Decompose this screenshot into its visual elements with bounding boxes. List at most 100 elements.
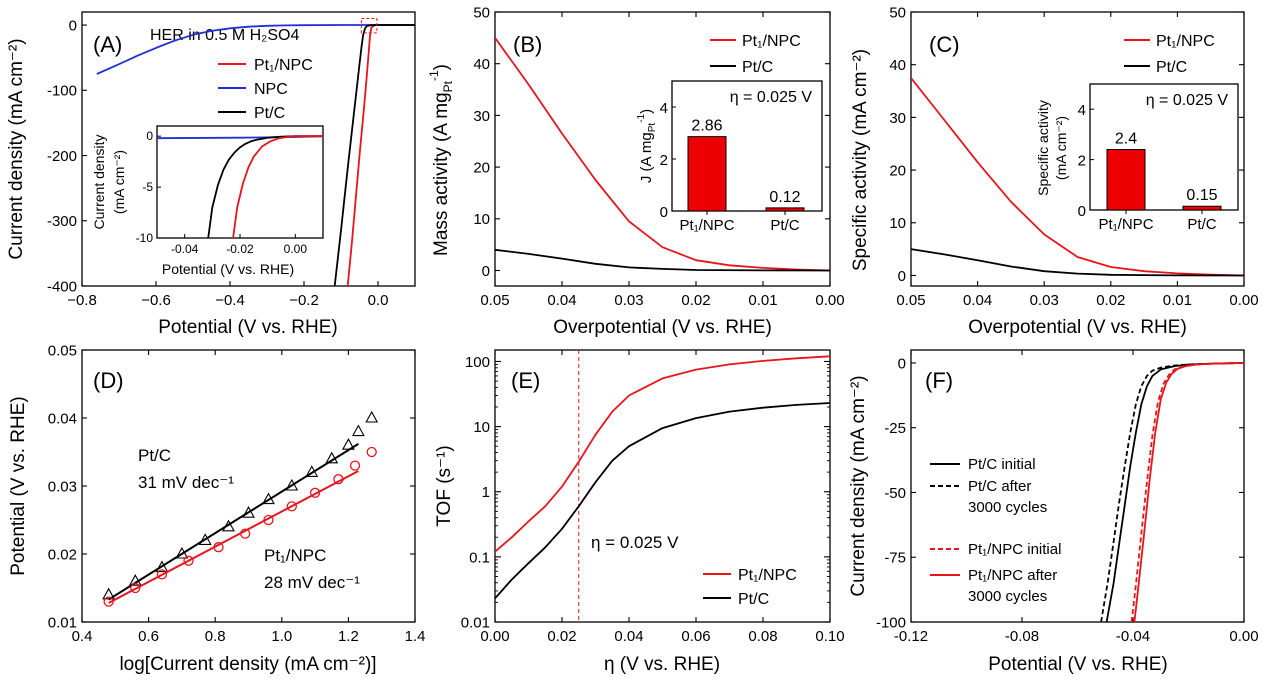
y-tick-label: 0 <box>1078 203 1086 220</box>
annotation-text: 28 mV dec⁻¹ <box>264 573 360 592</box>
x-tick-label: 0.00 <box>284 242 308 256</box>
data-point <box>183 555 194 566</box>
inset-bar <box>1182 205 1222 211</box>
y-tick-label: 0 <box>898 268 906 285</box>
y-tick-label: 30 <box>889 110 906 127</box>
legend-label: 3000 cycles <box>968 499 1047 516</box>
x-tick-label: 0.10 <box>815 628 844 645</box>
data-point <box>175 546 189 559</box>
x-tick-label: 0.00 <box>1229 628 1258 645</box>
y-axis-label: Specific activity (mA cm⁻²) <box>850 49 871 271</box>
y-tick-label: 0 <box>482 263 490 280</box>
series-line-Pt/C <box>333 24 415 286</box>
inset-y-axis-label: Current density <box>91 135 107 230</box>
panel-label: (A) <box>93 32 122 57</box>
legend-label: Pt₁/NPC <box>738 567 797 584</box>
x-tick-label: 0.01 <box>748 292 777 309</box>
inset-bar-value: 2.86 <box>691 118 722 135</box>
data-point <box>333 474 344 485</box>
inset-background <box>157 126 323 238</box>
inset-y-axis-label: J (A mgPt-1) <box>636 109 658 183</box>
y-axis-label: Potential (V vs. RHE) <box>8 396 29 576</box>
data-point <box>365 410 379 423</box>
inset-x-tick-label: Pt₁/NPC <box>1098 216 1153 233</box>
y-tick-label: 10 <box>473 419 490 436</box>
panel-label: (B) <box>513 32 542 57</box>
series-line-Pt/C after 3000 cycles <box>1100 362 1244 622</box>
y-axis-label: Current density (mA cm⁻²) <box>6 38 27 259</box>
fit-line <box>108 442 359 601</box>
legend-label: Pt₁/NPC <box>742 33 801 50</box>
inset-x-axis-label: Potential (V vs. RHE) <box>162 261 294 277</box>
y-tick-label: -100 <box>876 614 906 631</box>
inset-y-axis-label-unit: (mA cm⁻²) <box>111 150 127 214</box>
panel-label: (C) <box>929 32 960 57</box>
x-tick-label: 0.04 <box>963 292 992 309</box>
x-axis-label: Overpotential (V vs. RHE) <box>553 317 772 338</box>
series-line-NPC <box>96 24 415 75</box>
inset-annotation: η = 0.025 V <box>1146 92 1229 109</box>
x-tick-label: 0.6 <box>138 628 159 645</box>
y-tick-label: -10 <box>136 231 154 245</box>
y-tick-label: 50 <box>889 4 906 21</box>
inset-bar <box>1106 149 1146 211</box>
y-tick-label: 10 <box>473 211 490 228</box>
panel-e-frame <box>494 349 831 623</box>
panel-c-frame <box>910 11 1245 287</box>
x-tick-label: 0.4 <box>72 628 93 645</box>
inset-y-label-close: ) <box>638 109 655 114</box>
x-tick-label: 0.03 <box>614 292 643 309</box>
inset-bar <box>765 207 805 212</box>
y-tick-label: 0 <box>69 17 77 34</box>
y-tick-label: -5 <box>142 180 153 194</box>
data-point <box>305 465 319 477</box>
y-tick-label: -50 <box>884 485 906 502</box>
x-tick-label: -0.04 <box>1116 628 1150 645</box>
x-tick-label: 0.03 <box>1030 292 1059 309</box>
data-point <box>262 492 275 505</box>
legend-label: Pt/C after <box>968 478 1031 495</box>
y-axis-label-close: ) <box>431 64 452 70</box>
y-tick-label: 0.05 <box>48 342 77 359</box>
x-tick-label: 0.01 <box>1163 292 1192 309</box>
y-tick-label: -75 <box>884 550 906 567</box>
y-axis-label-sup: -1 <box>427 70 441 81</box>
legend-label: Pt₁/NPC <box>254 57 313 74</box>
data-point <box>102 587 116 600</box>
panel-b-frame <box>494 11 831 287</box>
y-tick-label: 40 <box>473 56 490 73</box>
x-tick-label: −0.8 <box>67 292 97 309</box>
x-tick-label: 0.02 <box>681 292 710 309</box>
annotation-label: Pt₁/NPC <box>264 546 326 565</box>
x-tick-label: 0.05 <box>896 292 925 309</box>
data-point <box>130 582 141 594</box>
annotation-text: 31 mV dec⁻¹ <box>138 473 234 492</box>
x-tick-label: 0.0 <box>368 292 389 309</box>
inset-frame <box>1089 83 1239 211</box>
x-axis-label: Overpotential (V vs. RHE) <box>968 317 1187 338</box>
legend-label: Pt₁/NPC initial <box>968 541 1061 558</box>
y-tick-label: 0 <box>146 129 153 143</box>
y-tick-label: 20 <box>889 162 906 179</box>
x-axis-label: η (V vs. RHE) <box>604 654 720 675</box>
y-tick-label: 0.01 <box>461 614 490 631</box>
data-point <box>240 528 251 539</box>
x-tick-label: 0.00 <box>1229 292 1258 309</box>
data-point <box>222 519 235 532</box>
data-point <box>155 560 169 573</box>
data-point <box>263 514 274 526</box>
data-point <box>366 446 377 458</box>
y-tick-label: 100 <box>465 354 490 371</box>
x-tick-label: -0.12 <box>894 628 928 645</box>
series-line-Pt₁/NPC <box>346 24 415 286</box>
legend-label: NPC <box>254 81 288 98</box>
fit-line <box>108 470 359 604</box>
y-tick-label: 2 <box>1078 153 1086 170</box>
data-point <box>285 478 299 491</box>
data-point <box>351 424 365 437</box>
panel-a-frame <box>81 11 416 287</box>
series-line-Pt₁/NPC <box>911 77 1244 277</box>
y-tick-label: 0.04 <box>48 410 77 427</box>
y-tick-label: 50 <box>473 4 490 21</box>
